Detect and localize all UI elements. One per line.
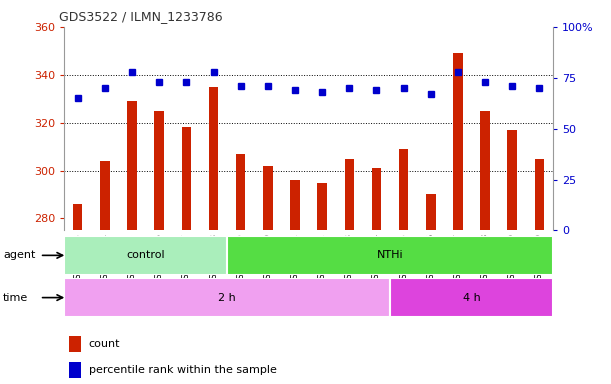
Bar [508,130,517,230]
Bar [399,149,408,230]
Bar [453,53,463,230]
Bar [263,166,273,230]
Bar [181,127,191,230]
Text: control: control [126,250,165,260]
Bar [371,168,381,230]
Bar [145,27,173,230]
Bar [499,27,526,230]
Text: percentile rank within the sample: percentile rank within the sample [89,365,276,375]
Text: NTHi: NTHi [377,250,403,260]
Bar [100,161,109,230]
Bar [64,278,390,317]
Text: GDS3522 / ILMN_1233786: GDS3522 / ILMN_1233786 [59,10,223,23]
Bar [480,111,490,230]
Text: 2 h: 2 h [218,293,236,303]
Bar [309,27,335,230]
Bar [317,182,327,230]
Bar [227,27,254,230]
Text: 4 h: 4 h [463,293,480,303]
Bar [200,27,227,230]
Bar [173,27,200,230]
Bar [236,154,246,230]
Bar [155,111,164,230]
Bar [345,159,354,230]
Bar [119,27,145,230]
Bar [290,180,300,230]
Bar [390,278,553,317]
Bar [472,27,499,230]
Bar [282,27,309,230]
Bar [73,204,82,230]
Bar [426,194,436,230]
Text: agent: agent [3,250,35,260]
Bar [64,27,91,230]
Bar [227,236,553,275]
Bar [127,101,137,230]
Bar [91,27,119,230]
Bar [444,27,472,230]
Bar [535,159,544,230]
Text: count: count [89,339,120,349]
Bar [335,27,363,230]
Bar [209,87,218,230]
Bar [64,236,227,275]
Bar [254,27,282,230]
Bar [390,27,417,230]
Text: time: time [3,293,28,303]
Bar [69,336,81,352]
Bar [69,362,81,377]
Bar [363,27,390,230]
Bar [526,27,553,230]
Bar [417,27,444,230]
